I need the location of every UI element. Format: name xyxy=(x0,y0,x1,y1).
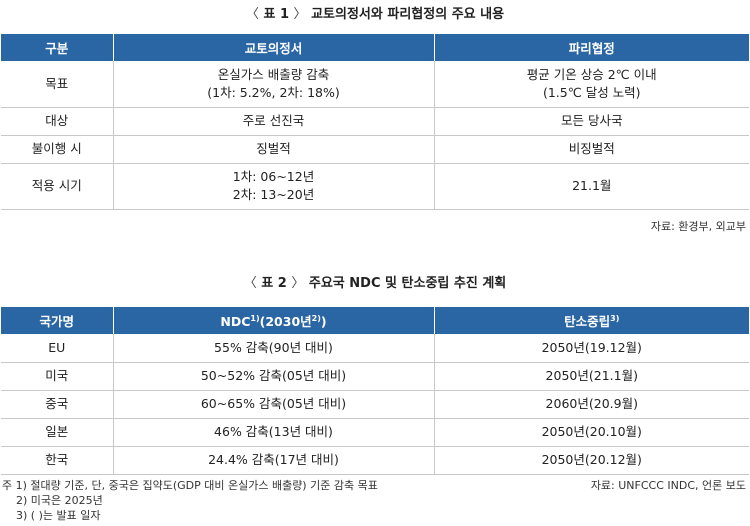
cell-line: (1.5℃ 달성 노력) xyxy=(542,84,641,100)
table2-header-row: 국가명 NDC1)(2030년2)) 탄소중립3) xyxy=(1,307,749,334)
paris-cell: 모든 당사국 xyxy=(433,107,749,136)
table-row: 한국 24.4% 감축(17년 대비) 2050년(20.12월) xyxy=(1,446,749,475)
ndc-cell: 50~52% 감축(05년 대비) xyxy=(112,362,434,391)
neutral-cell: 2050년(20.12월) xyxy=(433,446,749,475)
title-bracket-open: 〈 xyxy=(243,276,257,291)
country-cell: 한국 xyxy=(1,446,113,475)
cell-line: 2차: 13~20년 xyxy=(232,187,315,202)
neutral-label: 탄소중립 xyxy=(564,314,611,329)
footnote: 3) ( )는 발표 일자 xyxy=(16,509,101,522)
footnote: 2) 미국은 2025년 xyxy=(16,494,103,507)
footnote-mark: 1) xyxy=(250,313,260,323)
table1-source: 자료: 환경부, 외교부 xyxy=(650,220,746,233)
table-row: 중국 60~65% 감축(05년 대비) 2060년(20.9월) xyxy=(1,390,749,419)
neutral-cell: 2050년(19.12월) xyxy=(433,334,749,363)
table1-header-row: 구분 교토의정서 파리협정 xyxy=(1,34,749,61)
footnote-mark: 3) xyxy=(610,313,620,323)
cell-line: (1차: 5.2%, 2차: 18%) xyxy=(207,84,340,100)
ndc-mid: (2030년 xyxy=(259,314,312,329)
header-paris: 파리협정 xyxy=(433,34,749,61)
paris-cell: 비징벌적 xyxy=(433,135,749,164)
header-country: 국가명 xyxy=(1,307,114,334)
neutral-cell: 2050년(21.1월) xyxy=(433,362,749,391)
table1: 구분 교토의정서 파리협정 목표 온실가스 배출량 감축 (1차: 5.2%, … xyxy=(1,34,749,210)
neutral-cell: 2060년(20.9월) xyxy=(433,390,749,419)
table2-label: 표 2 xyxy=(261,276,287,291)
title-bracket-close: 〉 xyxy=(291,276,305,291)
table2-notes: 주 1) 절대량 기준, 단, 중국은 집약도(GDP 대비 온실가스 배출량)… xyxy=(2,478,378,523)
header-ndc: NDC1)(2030년2)) xyxy=(112,307,435,334)
table-row: 미국 50~52% 감축(05년 대비) 2050년(21.1월) xyxy=(1,362,749,391)
table2-source: 자료: UNFCCC INDC, 언론 보도 xyxy=(590,479,746,492)
kyoto-cell: 주로 선진국 xyxy=(112,107,434,136)
table-row: 일본 46% 감축(13년 대비) 2050년(20.10월) xyxy=(1,418,749,447)
country-cell: EU xyxy=(1,334,113,363)
row-label: 목표 xyxy=(1,61,113,108)
country-cell: 중국 xyxy=(1,390,113,419)
table1-title-text: 교토의정서와 파리협정의 주요 내용 xyxy=(311,7,505,22)
table-row: 적용 시기 1차: 06~12년 2차: 13~20년 21.1월 xyxy=(1,163,749,210)
paris-cell: 평균 기온 상승 2℃ 이내 (1.5℃ 달성 노력) xyxy=(433,61,749,108)
title-bracket-close: 〉 xyxy=(293,7,307,22)
header-category: 구분 xyxy=(1,34,114,61)
ndc-cell: 46% 감축(13년 대비) xyxy=(112,418,434,447)
kyoto-cell: 1차: 06~12년 2차: 13~20년 xyxy=(112,163,434,210)
table-row: 불이행 시 징벌적 비징벌적 xyxy=(1,135,749,164)
table-row: EU 55% 감축(90년 대비) 2050년(19.12월) xyxy=(1,334,749,363)
header-neutral: 탄소중립3) xyxy=(433,307,749,334)
table-row: 목표 온실가스 배출량 감축 (1차: 5.2%, 2차: 18%) 평균 기온… xyxy=(1,61,749,108)
cell-line: 평균 기온 상승 2℃ 이내 xyxy=(526,66,657,82)
footnote-mark: 2) xyxy=(311,313,321,323)
ndc-prefix: NDC xyxy=(220,314,251,329)
cell-line: 1차: 06~12년 xyxy=(232,169,315,184)
table1-title: 〈 표 1 〉 교토의정서와 파리협정의 주요 내용 xyxy=(0,3,750,22)
title-bracket-open: 〈 xyxy=(245,7,259,22)
neutral-cell: 2050년(20.10월) xyxy=(433,418,749,447)
country-cell: 미국 xyxy=(1,362,113,391)
row-label: 대상 xyxy=(1,107,113,136)
table2-title-text: 주요국 NDC 및 탄소중립 추진 계획 xyxy=(308,276,507,291)
table-row: 대상 주로 선진국 모든 당사국 xyxy=(1,107,749,136)
header-kyoto: 교토의정서 xyxy=(112,34,435,61)
kyoto-cell: 온실가스 배출량 감축 (1차: 5.2%, 2차: 18%) xyxy=(112,61,434,108)
table1-label: 표 1 xyxy=(263,7,290,22)
cell-line: 온실가스 배출량 감축 xyxy=(217,66,330,82)
ndc-cell: 60~65% 감축(05년 대비) xyxy=(112,390,434,419)
ndc-cell: 24.4% 감축(17년 대비) xyxy=(112,446,434,475)
table2-title: 〈 표 2 〉 주요국 NDC 및 탄소중립 추진 계획 xyxy=(0,272,750,291)
row-label: 불이행 시 xyxy=(1,135,113,164)
paris-cell: 21.1월 xyxy=(433,163,749,210)
table2: 국가명 NDC1)(2030년2)) 탄소중립3) EU 55% 감축(90년 … xyxy=(1,307,749,475)
footnote: 주 1) 절대량 기준, 단, 중국은 집약도(GDP 대비 온실가스 배출량)… xyxy=(2,479,378,492)
row-label: 적용 시기 xyxy=(1,163,113,210)
country-cell: 일본 xyxy=(1,418,113,447)
kyoto-cell: 징벌적 xyxy=(112,135,434,164)
ndc-cell: 55% 감축(90년 대비) xyxy=(112,334,434,363)
ndc-suffix: ) xyxy=(320,314,327,329)
